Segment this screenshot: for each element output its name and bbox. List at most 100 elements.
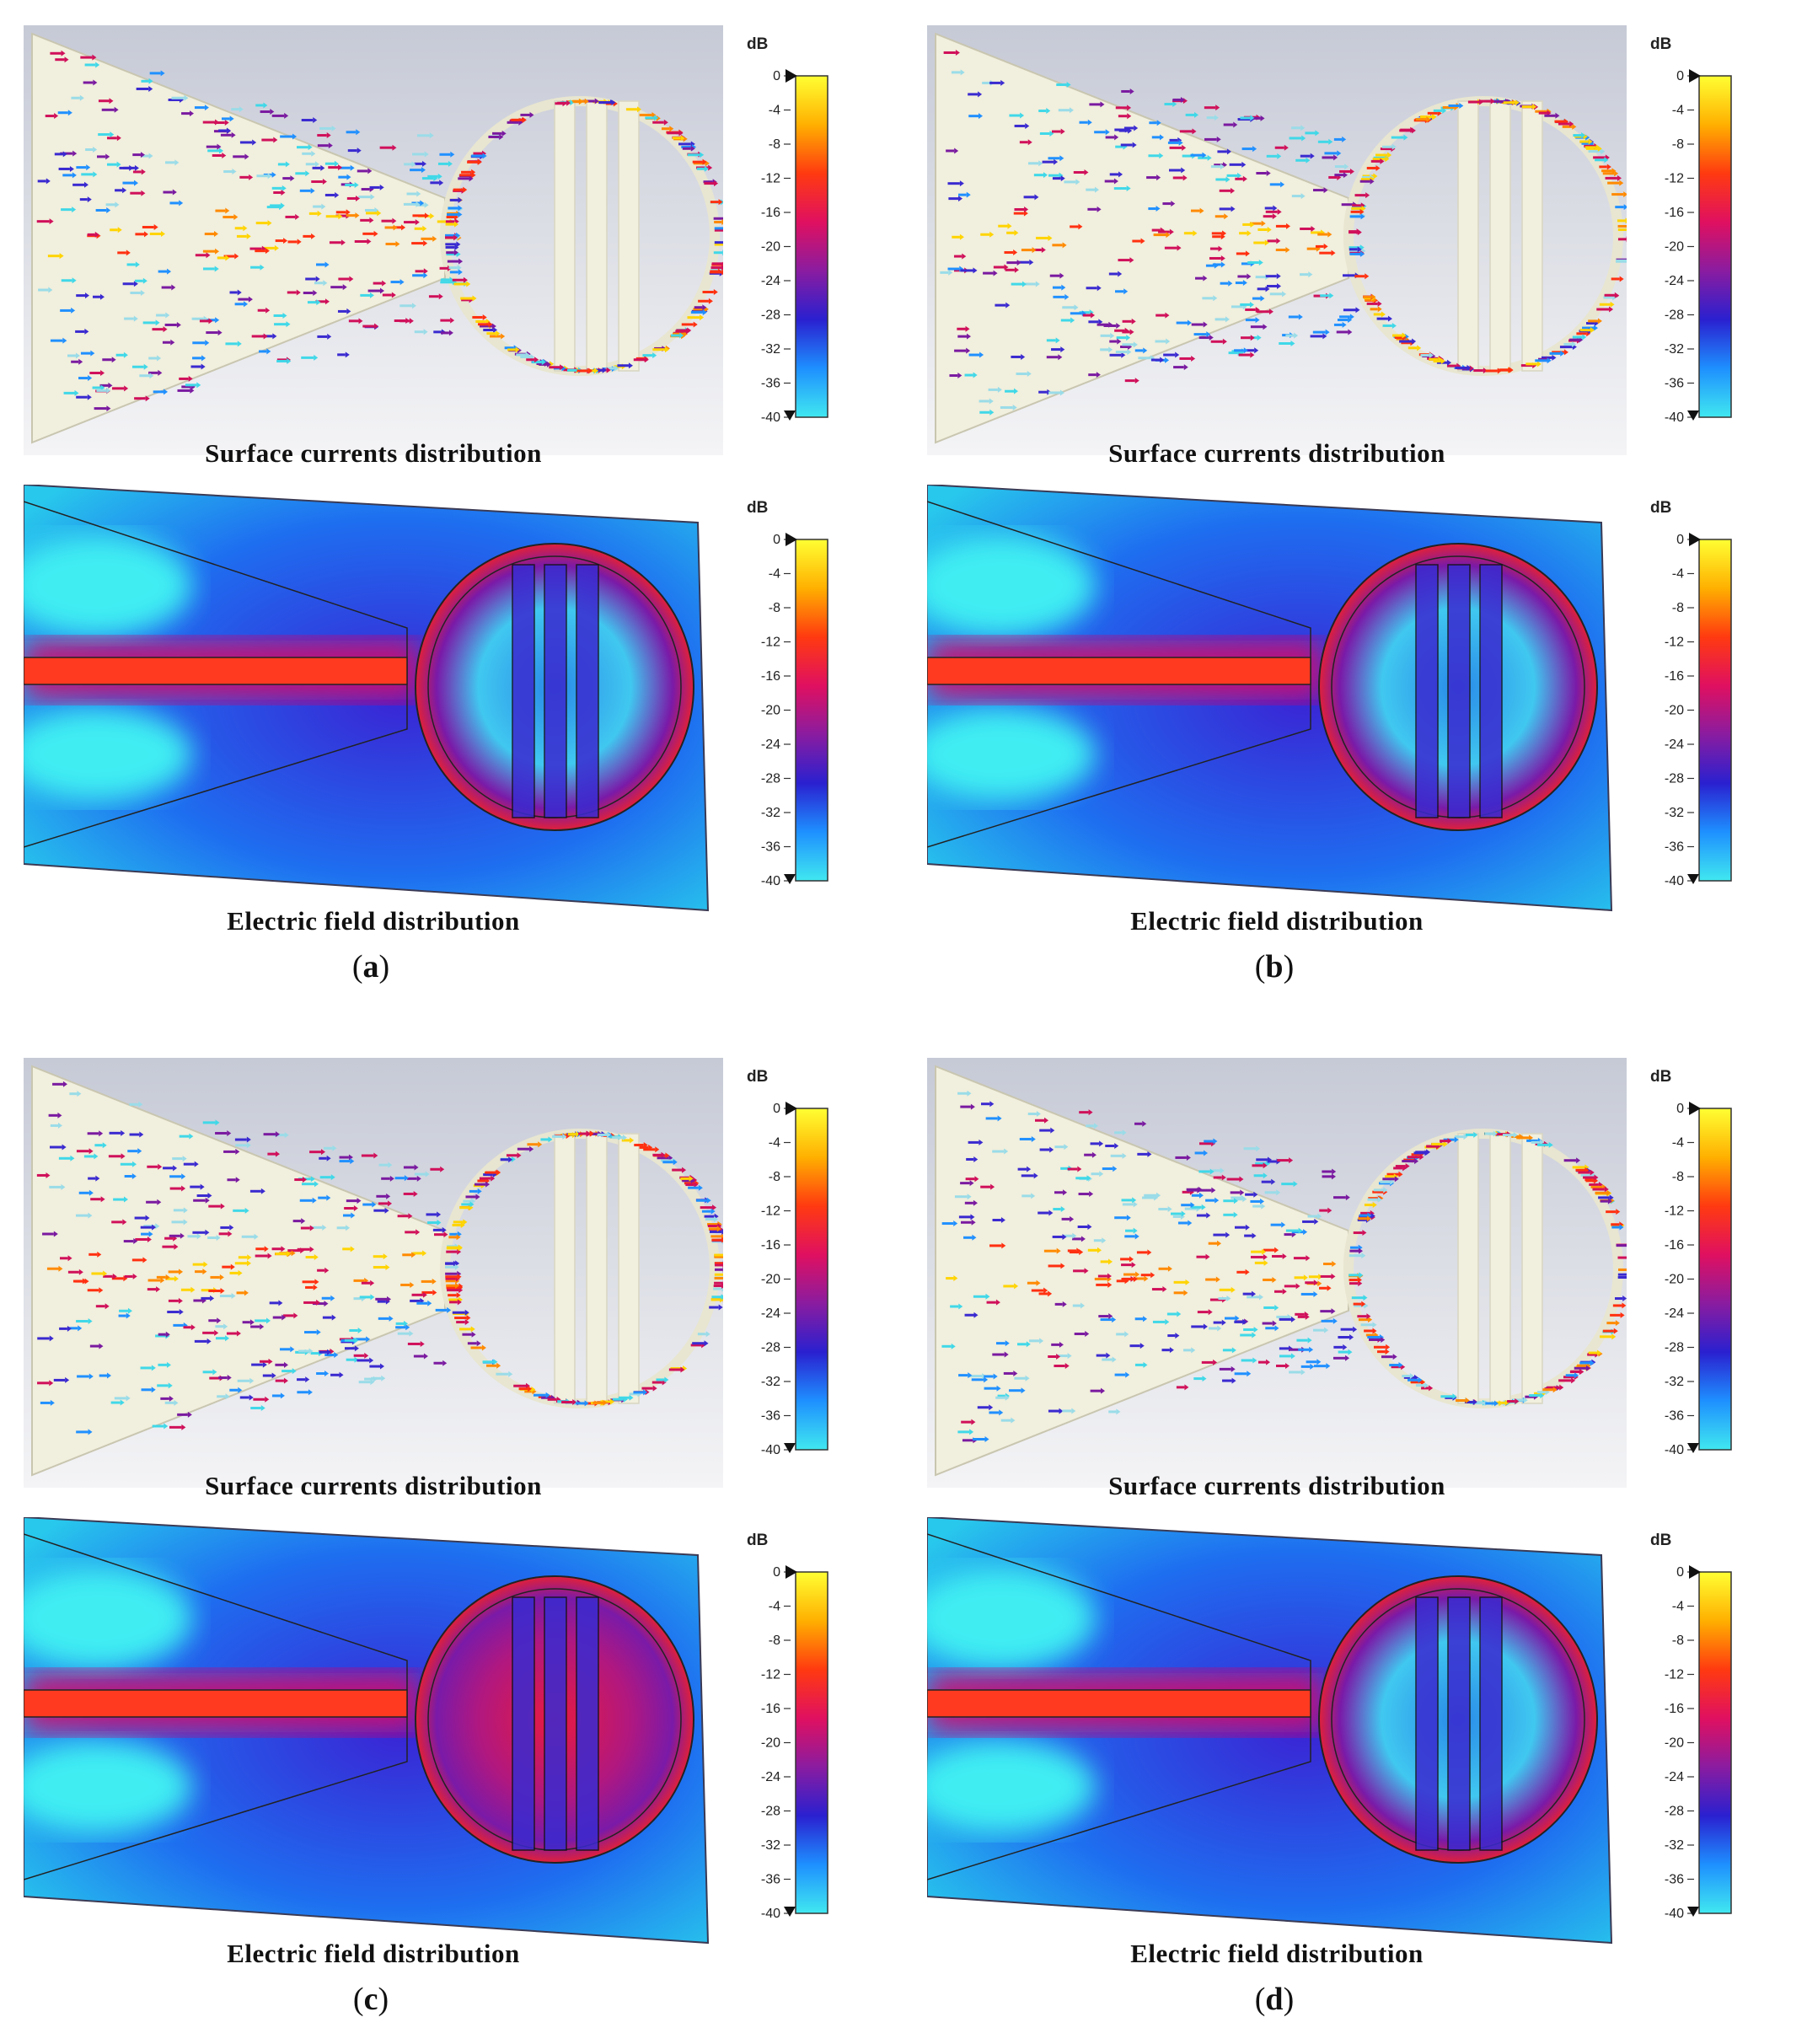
- colorbar-tick-label: -32: [761, 342, 780, 357]
- colorbar-tick-label: -16: [1665, 206, 1684, 220]
- colorbar-unit: dB: [1650, 499, 1671, 517]
- antenna-strip: [512, 564, 535, 818]
- colorbar-min-marker-icon: [1687, 410, 1699, 421]
- feed-line: [24, 657, 408, 685]
- colorbar-tick-label: -12: [761, 1204, 780, 1219]
- colorbar-max-marker-icon: [786, 1102, 797, 1115]
- colorbar-max-marker-icon: [786, 1565, 797, 1579]
- colorbar-tick-label: -28: [761, 1341, 780, 1355]
- antenna-strip: [586, 1133, 608, 1404]
- colorbar-tick-label: -16: [761, 206, 780, 220]
- antenna-strip: [576, 1596, 599, 1851]
- colorbar-tick-label: -28: [761, 308, 780, 323]
- colorbar-efield-c: dB 0 -4 -8 -12 -16 -20 -24 -28 -32 -36 -40: [742, 1530, 860, 1926]
- panel-label-c: (c): [352, 1982, 389, 2017]
- colorbar-unit: dB: [747, 1532, 768, 1549]
- antenna-strip: [1479, 1596, 1503, 1851]
- efield-caption-a: Electric field distribution: [227, 906, 520, 936]
- colorbar-tick-label: -40: [761, 1907, 780, 1921]
- surface-caption-a: Surface currents distribution: [205, 438, 542, 468]
- colorbar-tick-label: -20: [1665, 240, 1684, 255]
- colorbar-tick-label: -32: [1665, 1838, 1684, 1853]
- antenna-strip: [554, 100, 576, 372]
- colorbar-tick-label: -24: [761, 274, 780, 288]
- colorbar-tick-label: -20: [1665, 1736, 1684, 1751]
- colorbar-tick-label: -24: [1665, 1306, 1684, 1321]
- colorbar-surface-d: dB 0 -4 -8 -12 -16 -20 -24 -28 -32 -36 -40: [1645, 1066, 1763, 1462]
- surface-current-plot-d: [927, 1058, 1627, 1488]
- colorbar-tick-label: -8: [1672, 1170, 1684, 1184]
- colorbar-tick-label: -28: [1665, 772, 1684, 786]
- colorbar-tick-label: -40: [761, 1443, 780, 1457]
- antenna-strip: [512, 1596, 535, 1851]
- antenna-strip: [1447, 564, 1471, 818]
- colorbar-tick-label: -16: [761, 669, 780, 684]
- colorbar-surface-c: dB 0 -4 -8 -12 -16 -20 -24 -28 -32 -36 -40: [742, 1066, 860, 1462]
- colorbar-tick-label: -16: [1665, 1238, 1684, 1253]
- colorbar-gradient: [1698, 1571, 1732, 1914]
- antenna-tapered-patch: [935, 1065, 1349, 1477]
- current-arrows: [36, 1081, 723, 1435]
- colorbar-tick-label: -4: [769, 1136, 780, 1151]
- colorbar-unit: dB: [1650, 1532, 1671, 1549]
- colorbar-tick-label: 0: [773, 1565, 780, 1580]
- electric-field-plot-a: [24, 485, 723, 915]
- colorbar-tick-label: -40: [761, 410, 780, 425]
- low-field-region: [927, 1568, 1096, 1669]
- colorbar-tick-label: -32: [1665, 1375, 1684, 1389]
- colorbar-tick-label: -4: [1672, 104, 1684, 118]
- colorbar-tick-label: -28: [761, 1805, 780, 1819]
- antenna-strip: [618, 1133, 640, 1404]
- colorbar-tick-label: -4: [769, 567, 780, 582]
- antenna-strip: [586, 100, 608, 372]
- colorbar-tick-label: -24: [1665, 1770, 1684, 1784]
- colorbar-tick-label: -8: [769, 601, 780, 615]
- figure-panel-a: Surface currents distribution dB 0 -4 -8 -12…: [0, 0, 893, 995]
- colorbar-tick-label: -20: [761, 704, 780, 718]
- colorbar-tick-label: 0: [1676, 69, 1684, 83]
- electric-field-plot-d: [927, 1517, 1627, 1947]
- colorbar-gradient: [795, 75, 828, 418]
- colorbar-tick-label: -40: [1665, 1443, 1684, 1457]
- colorbar-tick-label: -8: [769, 1170, 780, 1184]
- colorbar-unit: dB: [1650, 35, 1671, 53]
- colorbar-efield-b: dB 0 -4 -8 -12 -16 -20 -24 -28 -32 -36 -40: [1645, 497, 1763, 893]
- colorbar-unit: dB: [747, 1068, 768, 1086]
- colorbar-tick-label: -20: [1665, 1273, 1684, 1287]
- colorbar-tick-label: -32: [1665, 806, 1684, 820]
- antenna-strip: [1457, 1133, 1479, 1404]
- colorbar-surface-a: dB 0 -4 -8 -12 -16 -20 -24 -28 -32 -36 -40: [742, 34, 860, 430]
- colorbar-max-marker-icon: [1689, 533, 1701, 546]
- feed-line: [24, 1689, 408, 1718]
- colorbar-tick-label: -12: [761, 636, 780, 650]
- colorbar-tick-label: -32: [761, 1375, 780, 1389]
- colorbar-tick-label: -32: [761, 806, 780, 820]
- antenna-strip: [1447, 1596, 1471, 1851]
- colorbar-gradient: [1698, 539, 1732, 882]
- colorbar-surface-b: dB 0 -4 -8 -12 -16 -20 -24 -28 -32 -36 -40: [1645, 34, 1763, 430]
- colorbar-tick-label: -8: [1672, 137, 1684, 152]
- colorbar-gradient: [795, 1108, 828, 1451]
- colorbar-tick-label: -40: [1665, 1907, 1684, 1921]
- colorbar-tick-label: -8: [1672, 1634, 1684, 1648]
- colorbar-unit: dB: [747, 35, 768, 53]
- antenna-strip: [1479, 564, 1503, 818]
- colorbar-tick-label: 0: [1676, 1565, 1684, 1580]
- colorbar-tick-label: 0: [1676, 1102, 1684, 1116]
- colorbar-tick-label: 0: [773, 533, 780, 547]
- antenna-strip: [576, 564, 599, 818]
- colorbar-min-marker-icon: [784, 1443, 796, 1453]
- colorbar-tick-label: 0: [773, 1102, 780, 1116]
- colorbar-tick-label: -36: [1665, 1873, 1684, 1887]
- colorbar-tick-label: -16: [761, 1702, 780, 1716]
- low-field-region: [24, 708, 192, 801]
- colorbar-efield-d: dB 0 -4 -8 -12 -16 -20 -24 -28 -32 -36 -40: [1645, 1530, 1763, 1926]
- colorbar-tick-label: -24: [761, 738, 780, 752]
- colorbar-max-marker-icon: [1689, 69, 1701, 83]
- colorbar-tick-label: -12: [1665, 172, 1684, 186]
- colorbar-unit: dB: [1650, 1068, 1671, 1086]
- surface-caption-d: Surface currents distribution: [1108, 1471, 1445, 1500]
- colorbar-tick-label: -4: [1672, 1136, 1684, 1151]
- colorbar-tick-label: -4: [1672, 1600, 1684, 1614]
- colorbar-tick-label: -36: [761, 840, 780, 855]
